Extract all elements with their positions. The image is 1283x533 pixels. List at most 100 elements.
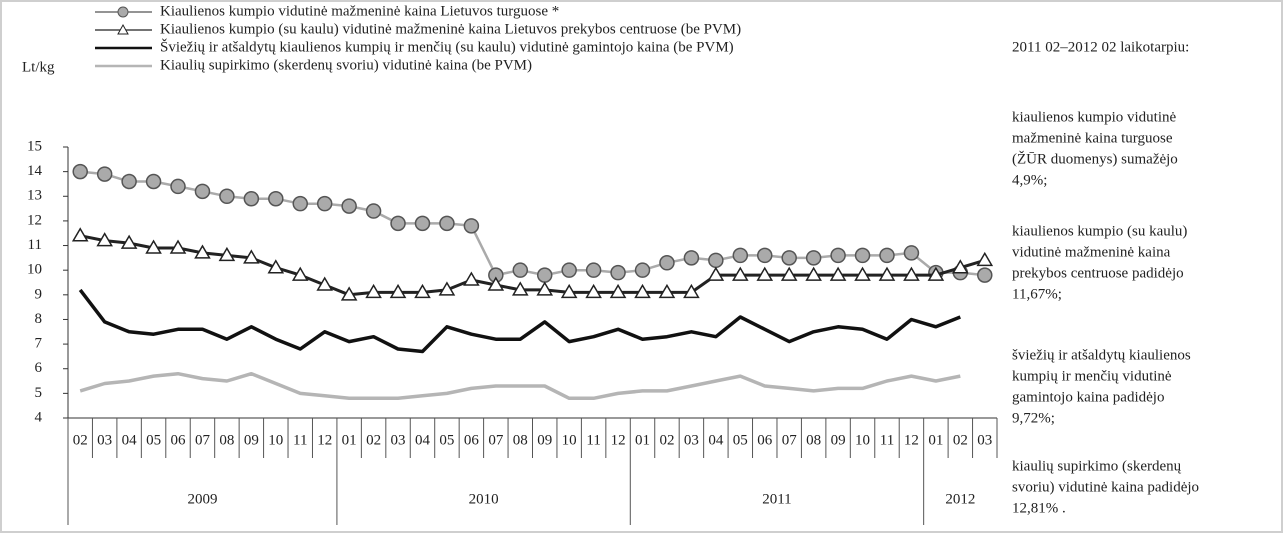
point [731, 266, 749, 281]
series-line [80, 170, 985, 277]
x-tick-label: 04 [708, 432, 724, 448]
note-text: gamintojo kaina padidėjo [1012, 389, 1164, 405]
x-tick-label: 07 [488, 432, 504, 448]
point [780, 266, 798, 281]
point [927, 266, 945, 281]
y-tick-label: 11 [28, 237, 42, 253]
point [781, 250, 797, 266]
note-text: kumpių ir menčių vidutinė [1012, 368, 1172, 384]
point [829, 266, 847, 281]
point [340, 286, 358, 301]
point [414, 283, 431, 299]
point [414, 215, 431, 232]
point [756, 266, 774, 281]
point [341, 198, 357, 214]
note-text: 9,72%; [1012, 410, 1055, 426]
point [439, 215, 455, 232]
x-tick-label: 04 [415, 432, 431, 448]
point [463, 271, 480, 286]
x-tick-label: 10 [268, 432, 283, 448]
note-text: mažmeninė kaina turguose [1012, 130, 1173, 146]
point [634, 283, 651, 299]
point [194, 183, 211, 200]
point [389, 283, 407, 299]
point [977, 267, 993, 283]
point [536, 281, 554, 296]
y-tick-label: 10 [27, 262, 42, 278]
x-tick-label: 11 [586, 432, 600, 448]
point [854, 247, 871, 264]
y-tick-label: 4 [35, 409, 43, 425]
x-tick-label: 03 [977, 432, 992, 448]
year-label: 2012 [945, 491, 975, 507]
point [805, 266, 822, 281]
x-tick-label: 03 [684, 432, 699, 448]
point [708, 252, 724, 269]
legend-label: Kiaulienos kumpio vidutinė mažmeninė kai… [160, 3, 559, 19]
point [903, 245, 920, 261]
point [585, 283, 602, 299]
point [903, 266, 920, 281]
point [169, 239, 187, 254]
x-tick-label: 06 [757, 432, 773, 448]
series-line [78, 288, 961, 354]
x-tick-label: 12 [611, 432, 626, 448]
point [96, 166, 113, 182]
point [830, 247, 846, 264]
point [683, 250, 700, 266]
point [219, 188, 235, 205]
point [268, 190, 284, 207]
point [292, 195, 308, 212]
note-text: kiaulių supirkimo (skerdenų [1012, 458, 1182, 474]
point [560, 283, 578, 299]
series-line [79, 234, 986, 297]
year-label: 2011 [762, 491, 791, 507]
point [561, 262, 577, 278]
point [634, 262, 651, 278]
point [732, 247, 749, 264]
x-tick-label: 02 [953, 432, 968, 448]
note-text: šviežių ir atšaldytų kiaulienos [1012, 347, 1191, 363]
x-tick-label: 02 [659, 432, 674, 448]
point [487, 276, 505, 291]
point [512, 262, 529, 278]
point [609, 283, 627, 299]
point [170, 178, 186, 195]
x-tick-label: 09 [831, 432, 846, 448]
x-tick-label: 05 [146, 432, 161, 448]
y-tick-label: 5 [35, 385, 43, 401]
point [683, 283, 700, 299]
series-line [79, 371, 961, 401]
note-text: vidutinė mažmeninė kaina [1012, 244, 1171, 260]
point [610, 264, 626, 281]
x-tick-label: 03 [97, 432, 112, 448]
point [658, 283, 676, 299]
point [659, 255, 675, 271]
x-tick-label: 02 [366, 432, 381, 448]
y-tick-label: 9 [35, 286, 43, 302]
point [879, 247, 895, 264]
x-tick-label: 04 [122, 432, 138, 448]
point [243, 249, 260, 264]
point [805, 250, 822, 266]
point [316, 276, 334, 291]
x-tick-label: 09 [537, 432, 552, 448]
point [316, 195, 333, 212]
y-tick-label: 8 [35, 311, 43, 327]
x-tick-label: 03 [391, 432, 406, 448]
x-tick-label: 07 [195, 432, 211, 448]
point [365, 283, 382, 299]
note-text: 4,9%; [1012, 172, 1047, 188]
x-tick-label: 08 [513, 432, 528, 448]
point [120, 234, 138, 249]
y-tick-label: 14 [27, 163, 43, 179]
y-tick-label: 7 [35, 336, 43, 352]
point [365, 203, 382, 219]
x-tick-label: 05 [439, 432, 454, 448]
x-tick-label: 11 [293, 432, 307, 448]
year-label: 2009 [187, 491, 217, 507]
point [243, 190, 260, 207]
point [96, 232, 113, 247]
point [72, 163, 88, 180]
